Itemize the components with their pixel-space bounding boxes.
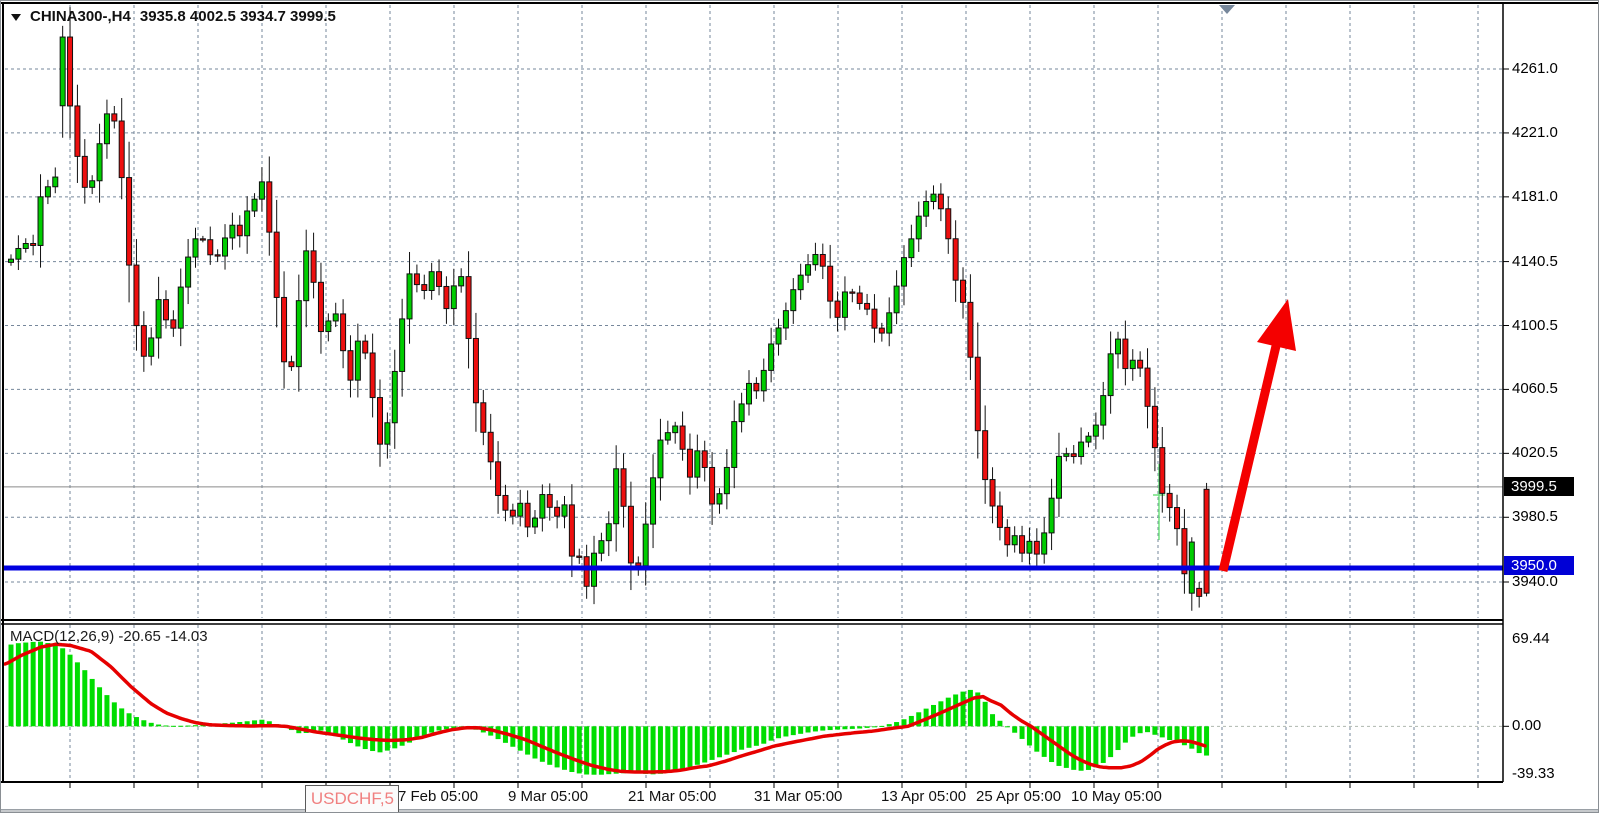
symbol-dropdown-icon[interactable] bbox=[11, 14, 21, 21]
time-axis-label: 21 Mar 05:00 bbox=[628, 788, 717, 805]
time-axis-label: 10 May 05:00 bbox=[1071, 788, 1162, 805]
macd-indicator-label: MACD(12,26,9) -20.65 -14.03 bbox=[10, 628, 208, 645]
macd-histogram bbox=[8, 641, 1210, 775]
quote-ohlc: 3935.8 4002.5 3934.7 3999.5 bbox=[139, 8, 336, 25]
time-axis-label: 13 Apr 05:00 bbox=[881, 788, 967, 805]
macd-signal-line bbox=[3, 642, 1207, 774]
green-vline bbox=[1153, 464, 1165, 540]
macd-scale-zero: 0.00 bbox=[1512, 717, 1542, 735]
symbol-period: CHINA300-,H4 bbox=[30, 8, 131, 25]
chart-title: CHINA300-,H4 3935.8 4002.5 3934.7 3999.5 bbox=[11, 8, 336, 25]
window-bottom-border bbox=[1, 809, 1598, 812]
macd-scale-min: -39.33 bbox=[1512, 765, 1555, 782]
grid-layer bbox=[5, 5, 1503, 780]
price-tick-label: 4140.5 bbox=[1512, 252, 1558, 270]
price-tick-label: 4261.0 bbox=[1512, 60, 1558, 77]
chart-shift-marker-icon[interactable] bbox=[1219, 5, 1235, 14]
time-axis-label: 7 Feb 05:00 bbox=[398, 788, 479, 805]
price-tick-label: 4221.0 bbox=[1512, 123, 1558, 141]
time-axis-label: 25 Apr 05:00 bbox=[976, 788, 1062, 805]
time-axis-label: 31 Mar 05:00 bbox=[754, 788, 843, 805]
price-tick-label: 4100.5 bbox=[1512, 316, 1558, 334]
pane-borders bbox=[1, 2, 1598, 783]
price-tick-label: 4020.5 bbox=[1512, 444, 1558, 462]
price-tick-label: 3940.0 bbox=[1512, 573, 1558, 590]
level-price-tag: 3950.0 bbox=[1504, 555, 1574, 575]
horizontal-level-line[interactable] bbox=[3, 565, 1503, 571]
overlay-symbol-box: USDCHF,5 bbox=[305, 785, 399, 812]
price-tick-label: 3980.5 bbox=[1512, 508, 1558, 526]
time-axis-label: 9 Mar 05:00 bbox=[508, 788, 589, 805]
axis-ticks bbox=[69, 68, 1509, 788]
price-tick-label: 4060.5 bbox=[1512, 380, 1558, 398]
overlay-symbol-text: USDCHF,5 bbox=[310, 789, 394, 808]
macd-scale-max: 69.44 bbox=[1512, 630, 1550, 647]
trend-arrow[interactable] bbox=[1218, 299, 1296, 573]
candles-layer bbox=[8, 7, 1210, 611]
current-price-tag: 3999.5 bbox=[1504, 477, 1574, 497]
price-tick-label: 4181.0 bbox=[1512, 187, 1558, 205]
